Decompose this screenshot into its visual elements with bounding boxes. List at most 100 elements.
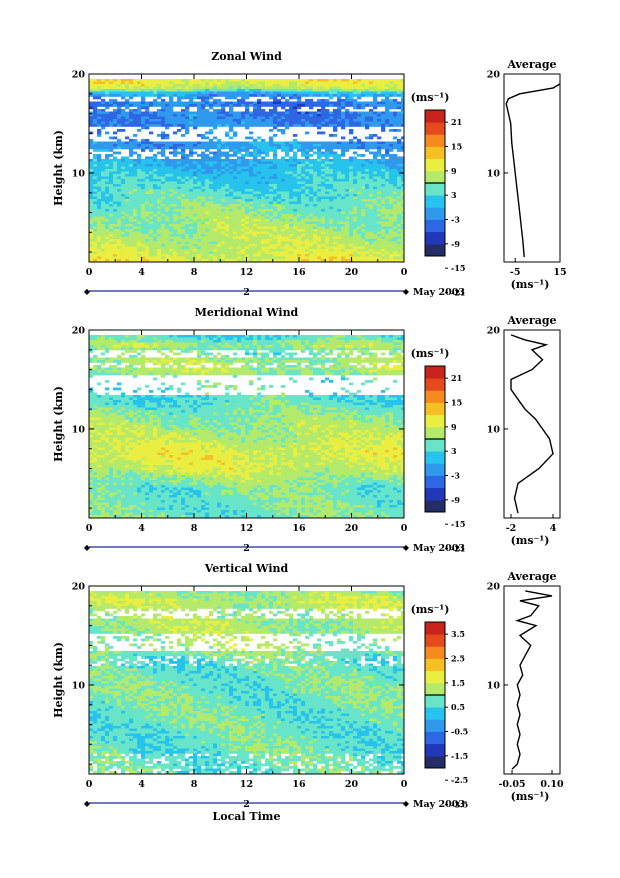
heatmap-cell [141,117,145,120]
heatmap-cell [253,164,257,167]
heatmap-cell [333,222,337,225]
heatmap-cell [393,129,397,132]
heatmap-cell [97,132,101,135]
heatmap-cell [141,149,145,152]
heatmap-cell [237,172,241,175]
heatmap-cell [121,89,125,92]
heatmap-cell [217,232,221,235]
heatmap-cell [237,199,241,202]
heatmap-cell [129,162,133,165]
heatmap-cell [309,232,313,235]
heatmap-cell [329,177,333,180]
heatmap-cell [137,194,141,197]
heatmap-cell [145,227,149,230]
heatmap-cell [101,167,105,170]
heatmap-cell [229,109,233,112]
heatmap-cell [133,179,137,182]
heatmap-cell [385,172,389,175]
heatmap-cell [385,97,389,100]
heatmap-cell [209,217,213,220]
heatmap-cell [133,112,137,115]
heatmap-cell [385,124,389,127]
heatmap-cell [397,129,401,132]
heatmap-cell [213,94,217,97]
heatmap-cell [265,192,269,195]
heatmap-cell [137,249,141,252]
heatmap-cell [157,212,161,215]
heatmap-cell [249,104,253,107]
heatmap-cell [273,184,277,187]
heatmap-cell [221,174,225,177]
heatmap-cell [337,117,341,120]
heatmap-cell [369,172,373,175]
heatmap-cell [397,224,401,227]
heatmap-cell [321,239,325,242]
heatmap-cell [181,172,185,175]
heatmap-cell [121,209,125,212]
heatmap-cell [113,147,117,150]
heatmap-cell [225,147,229,150]
heatmap-cell [137,124,141,127]
heatmap-cell [373,182,377,185]
heatmap-cell [137,167,141,170]
heatmap-cell [149,84,153,87]
heatmap-cell [117,114,121,117]
heatmap-cell [261,257,265,260]
heatmap-cell [229,159,233,162]
heatmap-cell [361,254,365,257]
heatmap-cell [305,214,309,217]
heatmap-cell [349,159,353,162]
heatmap-cell [329,162,333,165]
heatmap-cell [121,114,125,117]
heatmap-cell [349,172,353,175]
heatmap-cell [289,252,293,255]
heatmap-cell [297,222,301,225]
heatmap-cell [181,192,185,195]
heatmap-cell [333,194,337,197]
heatmap-cell [353,217,357,220]
heatmap-cell [397,247,401,250]
heatmap-cell [265,94,269,97]
heatmap-cell [253,119,257,122]
heatmap-cell [329,187,333,190]
heatmap-cell [245,162,249,165]
heatmap-cell [273,234,277,237]
heatmap-cell [365,137,369,140]
heatmap-cell [333,177,337,180]
heatmap-cell [185,209,189,212]
heatmap-cell [141,147,145,150]
heatmap-cell [377,79,381,82]
heatmap-cell [109,214,113,217]
heatmap-cell [401,194,405,197]
heatmap-cell [125,107,129,110]
heatmap-cell [337,172,341,175]
heatmap-cell [137,187,141,190]
heatmap-cell [189,182,193,185]
heatmap-cell [93,162,97,165]
heatmap-cell [141,104,145,107]
heatmap-cell [293,249,297,252]
heatmap-cell [357,194,361,197]
heatmap-cell [321,237,325,240]
heatmap-cell [285,82,289,85]
heatmap-cell [273,227,277,230]
heatmap-cell [345,124,349,127]
heatmap-cell [241,204,245,207]
heatmap-cell [245,204,249,207]
heatmap-cell [273,214,277,217]
heatmap-cell [309,252,313,255]
heatmap-cell [217,227,221,230]
heatmap-cell [345,114,349,117]
heatmap-cell [317,229,321,232]
heatmap-cell [329,169,333,172]
heatmap-cell [369,187,373,190]
heatmap-cell [345,187,349,190]
heatmap-cell [357,174,361,177]
heatmap-cell [201,124,205,127]
heatmap-cell [385,107,389,110]
heatmap-cell [161,184,165,187]
heatmap-cell [377,149,381,152]
heatmap-cell [157,94,161,97]
heatmap-cell [149,232,153,235]
heatmap-cell [97,227,101,230]
